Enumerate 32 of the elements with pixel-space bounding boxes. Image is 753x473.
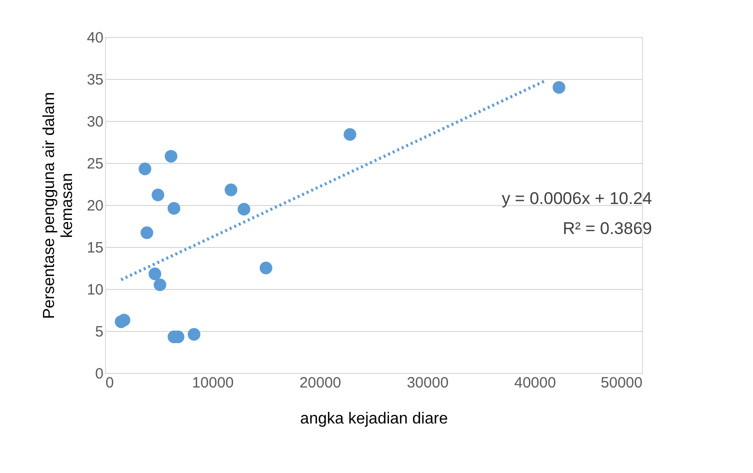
x-tick-label: 0 <box>106 374 114 392</box>
point <box>148 268 162 280</box>
x-axis-title: angka kejadian diare <box>300 410 448 428</box>
y-tick-label: 40 <box>86 30 104 46</box>
point <box>140 226 154 240</box>
point <box>138 162 152 176</box>
point <box>164 150 178 163</box>
y-tick-label: 10 <box>86 282 104 298</box>
x-tick-label: 10000 <box>192 374 234 392</box>
point <box>154 278 166 292</box>
point <box>260 262 272 274</box>
x-tick-label: 20000 <box>299 374 342 392</box>
x-tick-label: 40000 <box>514 374 556 392</box>
point <box>224 184 238 196</box>
y-tick-label: 30 <box>86 114 104 130</box>
point <box>238 202 250 216</box>
point <box>118 314 130 326</box>
y-axis-title: Persentase pengguna air dalam kemasan <box>40 92 76 319</box>
point <box>168 202 180 215</box>
y-tick-label: 35 <box>86 72 104 88</box>
x-tick-label: 50000 <box>600 374 642 392</box>
point <box>552 81 566 94</box>
y-tick-label: 15 <box>86 240 104 256</box>
point <box>344 128 356 141</box>
point <box>188 328 200 341</box>
point <box>152 188 164 202</box>
y-tick-label: 20 <box>86 198 104 214</box>
y-tick-label: 25 <box>86 156 104 172</box>
annotation: y = 0.0006x + 10.24 <box>502 189 652 208</box>
annotation: R² = 0.3869 <box>562 219 652 238</box>
y-tick-label: 5 <box>95 324 104 340</box>
x-tick-label: 30000 <box>406 374 449 392</box>
